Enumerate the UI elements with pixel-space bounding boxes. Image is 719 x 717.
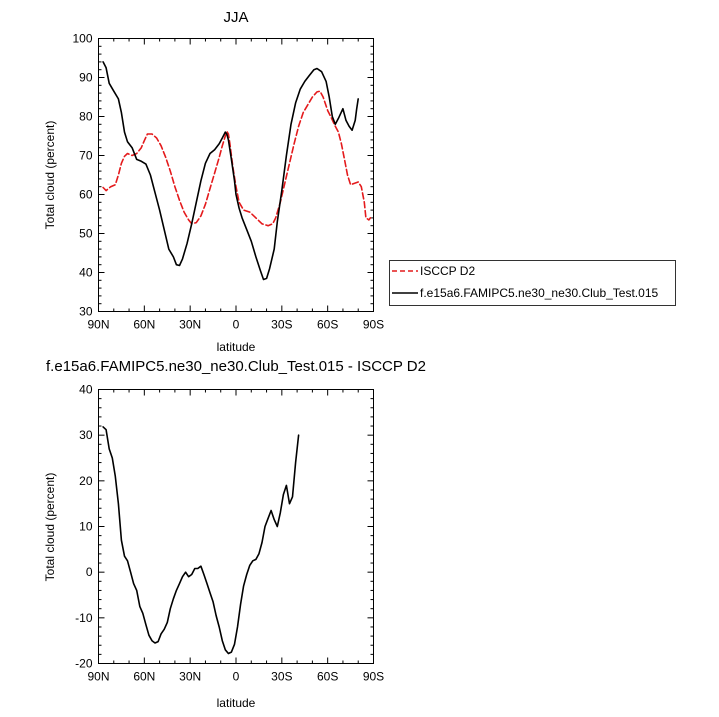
bottom-x-tick-label: 60N (133, 670, 155, 684)
top-chart-series (102, 61, 372, 281)
bottom-x-tick-label: 90S (363, 670, 384, 684)
bottom-y-axis-label: Total cloud (percent) (43, 473, 57, 582)
bottom-x-tick-label: 90N (87, 670, 109, 684)
top-plot-frame (98, 38, 374, 312)
legend-label-isccp: ISCCP D2 (420, 264, 475, 278)
top-x-tick-label: 60S (317, 318, 338, 332)
top-x-tick-label: 30N (179, 318, 201, 332)
bottom-plot-frame (98, 389, 374, 664)
top-x-tick-label: 0 (233, 318, 240, 332)
bottom-y-tick-label: -20 (75, 657, 93, 671)
bottom-x-axis-label: latitude (217, 696, 256, 710)
top-y-tick-label: 100 (72, 32, 92, 46)
top-y-tick-label: 70 (79, 149, 93, 163)
top-y-tick-label: 50 (79, 227, 93, 241)
bottom-x-tick-label: 0 (233, 670, 240, 684)
top-y-tick-label: 60 (79, 188, 93, 202)
top-series-line-1 (102, 61, 360, 281)
bottom-chart-series (102, 426, 300, 655)
chart-legend: ISCCP D2 f.e15a6.FAMIPC5.ne30_ne30.Club_… (389, 260, 676, 306)
bottom-x-tick-label: 30N (179, 670, 201, 684)
bottom-x-tick-label: 30S (271, 670, 292, 684)
top-x-axis-label: latitude (217, 340, 256, 354)
bottom-chart-title: f.e15a6.FAMIPC5.ne30_ne30.Club_Test.015 … (46, 358, 426, 375)
bottom-chart: f.e15a6.FAMIPC5.ne30_ne30.Club_Test.015 … (43, 358, 426, 710)
legend-box (389, 260, 676, 306)
bottom-y-tick-label: 0 (86, 565, 93, 579)
top-x-tick-label: 90S (363, 318, 384, 332)
top-chart-title: JJA (223, 9, 248, 26)
top-y-tick-label: 90 (79, 71, 93, 85)
top-y-axis-label: Total cloud (percent) (43, 121, 57, 230)
top-series-line-0 (102, 90, 372, 227)
top-chart: JJA 90N 60N 30N 0 30S 60S 90S 30 40 50 60 70 80 90 100… (43, 9, 384, 354)
top-y-tick-label: 40 (79, 266, 93, 280)
legend-label-model: f.e15a6.FAMIPC5.ne30_ne30.Club_Test.015 (420, 286, 658, 300)
bottom-y-tick-label: 40 (79, 383, 93, 397)
top-y-tick-label: 80 (79, 110, 93, 124)
top-x-tick-label: 30S (271, 318, 292, 332)
bottom-y-tick-label: -10 (75, 611, 93, 625)
top-y-tick-label: 30 (79, 305, 93, 319)
bottom-y-tick-label: 30 (79, 428, 93, 442)
top-axis-ticks: 90N 60N 30N 0 30S 60S 90S 30 40 50 60 70 80 90 100 (72, 32, 384, 332)
bottom-y-tick-label: 20 (79, 474, 93, 488)
top-x-tick-label: 60N (133, 318, 155, 332)
bottom-y-tick-label: 10 (79, 520, 93, 534)
bottom-x-tick-label: 60S (317, 670, 338, 684)
top-x-tick-label: 90N (87, 318, 109, 332)
bottom-series-line-0 (102, 426, 300, 655)
